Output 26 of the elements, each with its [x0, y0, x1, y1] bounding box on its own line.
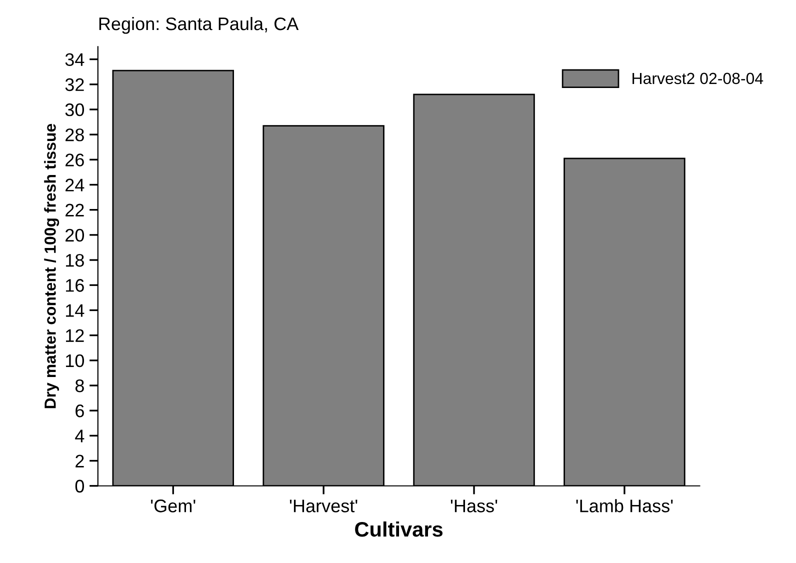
y-tick-label: 26	[66, 154, 84, 166]
x-tick-label: 'Gem'	[151, 500, 196, 512]
y-tick-label: 10	[66, 354, 84, 368]
y-tick-label: 0	[75, 480, 84, 493]
x-tick-label: 'Lamb Hass'	[576, 499, 673, 512]
y-tick-label: 22	[66, 204, 84, 216]
x-tick-label: 'Harvest'	[290, 500, 358, 512]
y-tick-label: 14	[66, 304, 84, 317]
y-tick-label: 34	[65, 53, 84, 66]
y-tick-label: 18	[66, 254, 84, 267]
y-tick-label: 32	[65, 78, 84, 92]
y-tick-label: 28	[66, 128, 84, 142]
chart-title: Region: Santa Paula, CA	[99, 16, 299, 34]
x-tick-label: 'Hass'	[450, 500, 498, 512]
y-tick-label: 16	[66, 279, 84, 292]
y-tick-label: 12	[66, 329, 84, 342]
y-tick-label: 8	[75, 379, 84, 392]
y-tick-label: 30	[65, 103, 84, 116]
x-axis-title: Cultivars	[355, 521, 443, 537]
y-tick-label: 6	[76, 404, 84, 418]
y-tick-label: 20	[66, 228, 84, 242]
y-tick-label: 4	[75, 430, 84, 442]
y-tick-label: 2	[76, 454, 84, 468]
y-axis-title: Dry matter content / 100g fresh tissue	[44, 124, 60, 408]
legend-label: Harvest2 02-08-04	[632, 72, 764, 84]
y-tick-label: 24	[66, 178, 84, 192]
